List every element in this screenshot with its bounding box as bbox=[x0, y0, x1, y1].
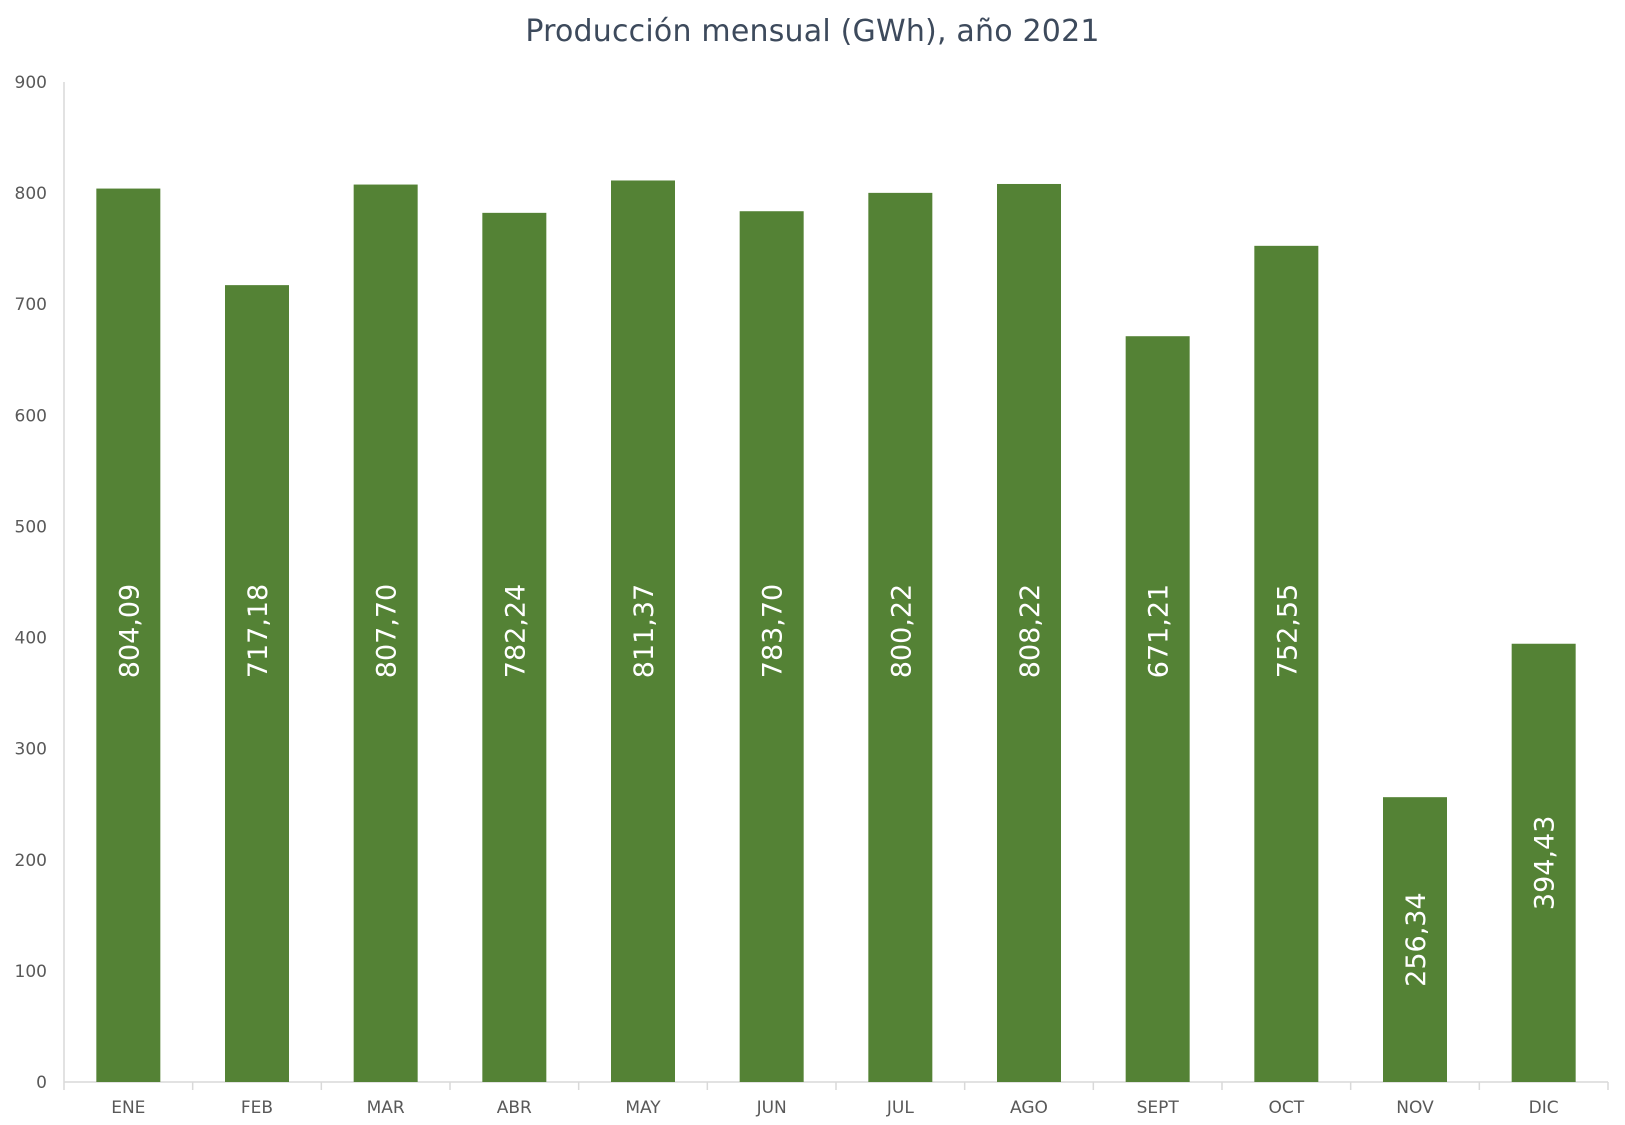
bar-jun bbox=[739, 211, 804, 1082]
bar-value-label: 808,22 bbox=[1015, 584, 1046, 678]
y-tick-label: 0 bbox=[36, 1073, 47, 1093]
x-tick-label: AGO bbox=[1010, 1098, 1048, 1118]
bar-value-label: 752,55 bbox=[1272, 584, 1303, 678]
bar-mar bbox=[353, 184, 418, 1083]
y-tick-label: 900 bbox=[15, 73, 47, 93]
bar-value-label: 394,43 bbox=[1530, 816, 1561, 910]
bar-dic bbox=[1511, 643, 1576, 1082]
bar-sept bbox=[1125, 336, 1190, 1082]
y-tick-label: 200 bbox=[15, 851, 47, 871]
bar-labels-group: 804,09 717,18 807,70 782,24 811,37 783,70 800,… bbox=[114, 584, 1560, 987]
chart-title: Producción mensual (GWh), año 2021 bbox=[525, 14, 1100, 49]
bar-value-label: 804,09 bbox=[114, 584, 145, 678]
bars-group bbox=[96, 180, 1576, 1083]
x-tick-label: NOV bbox=[1396, 1098, 1434, 1118]
y-tick-label: 300 bbox=[15, 740, 47, 760]
y-tick-label: 600 bbox=[15, 406, 47, 426]
bar-oct bbox=[1254, 245, 1319, 1083]
x-tick-label: ENE bbox=[111, 1098, 145, 1118]
x-tick-label: OCT bbox=[1269, 1098, 1305, 1118]
bar-value-label: 811,37 bbox=[629, 584, 660, 678]
x-tick-label: ABR bbox=[497, 1098, 532, 1118]
bar-value-label: 782,24 bbox=[500, 584, 531, 678]
y-tick-label: 800 bbox=[15, 184, 47, 204]
y-axis: 0 100 200 300 400 500 600 700 800 900 bbox=[15, 73, 65, 1093]
y-tick-label: 100 bbox=[15, 962, 47, 982]
y-tick-label: 500 bbox=[15, 517, 47, 537]
bar-value-label: 671,21 bbox=[1144, 584, 1175, 678]
bar-nov bbox=[1383, 797, 1447, 1082]
x-tick-label: DIC bbox=[1529, 1098, 1559, 1118]
bar-value-label: 807,70 bbox=[372, 584, 403, 678]
x-tick-label: JUN bbox=[756, 1098, 787, 1118]
x-tick-label: MAY bbox=[625, 1098, 661, 1118]
x-axis: ENE FEB MAR ABR MAY JUN JUL AGO SEPT OCT NOV DIC bbox=[63, 1081, 1609, 1118]
bar-jul bbox=[868, 192, 933, 1082]
x-tick-label: JUL bbox=[886, 1098, 914, 1118]
bar-value-label: 783,70 bbox=[758, 584, 789, 678]
y-tick-label: 400 bbox=[15, 629, 47, 649]
bar-abr bbox=[482, 212, 547, 1082]
x-tick-label: MAR bbox=[367, 1098, 405, 1118]
bar-ene bbox=[96, 188, 161, 1083]
bar-value-label: 256,34 bbox=[1401, 892, 1432, 986]
y-tick-label: 700 bbox=[15, 295, 47, 315]
bar-may bbox=[611, 180, 675, 1082]
bar-value-label: 800,22 bbox=[886, 584, 917, 678]
bar-ago bbox=[997, 183, 1061, 1082]
bar-feb bbox=[225, 285, 289, 1083]
bar-value-label: 717,18 bbox=[243, 584, 274, 678]
x-tick-label: SEPT bbox=[1137, 1098, 1180, 1118]
x-tick-label: FEB bbox=[241, 1098, 273, 1118]
